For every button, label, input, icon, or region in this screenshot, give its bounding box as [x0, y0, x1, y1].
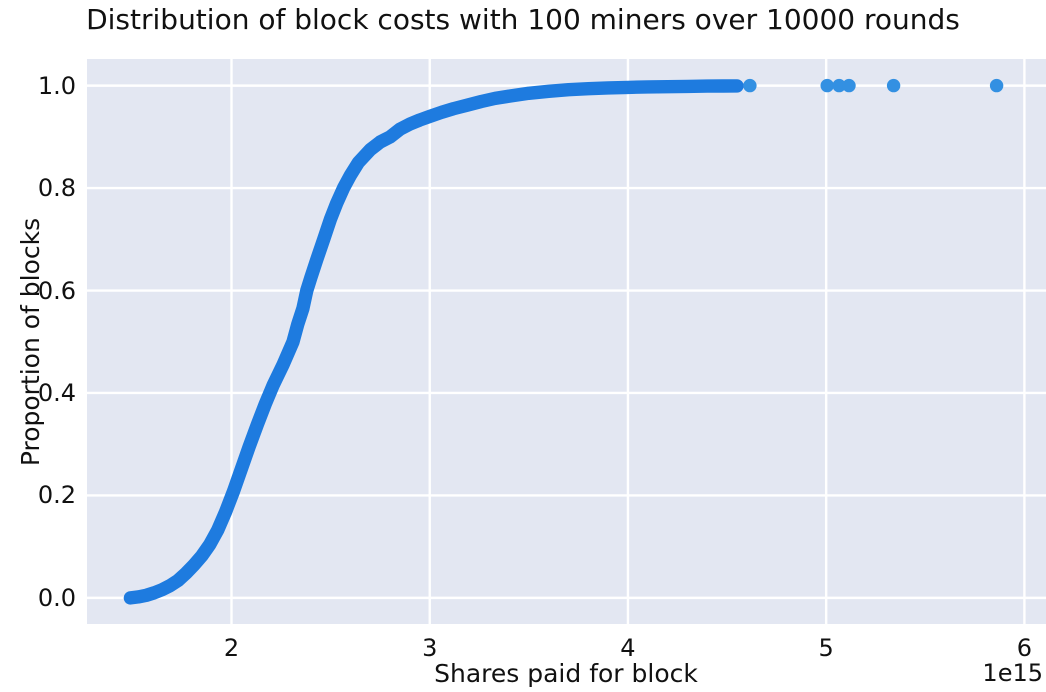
y-axis-label: Proportion of blocks: [16, 217, 45, 467]
scatter-point: [820, 78, 834, 93]
y-tick-label: 0.2: [37, 481, 76, 510]
chart-title: Distribution of block costs with 100 min…: [86, 3, 960, 36]
axes-background: [87, 59, 1046, 624]
scatter-point: [832, 78, 846, 93]
y-tick-label: 0.4: [37, 378, 76, 407]
scatter-point: [842, 78, 856, 93]
y-tick-label: 0.0: [37, 583, 76, 612]
x-tick-label: 6: [1016, 634, 1033, 662]
scatter-point: [886, 78, 901, 93]
x-axis-label: Shares paid for block: [434, 659, 698, 688]
scatter-point: [743, 78, 757, 93]
y-tick-label: 1.0: [37, 71, 76, 100]
y-tick-label: 0.6: [37, 276, 76, 305]
ecdf-curve: [123, 79, 744, 605]
y-tick-label: 0.8: [37, 174, 76, 203]
x-tick-label: 3: [422, 634, 438, 662]
x-tick-label: 5: [818, 634, 834, 662]
x-axis-offset-text: 1e15: [982, 659, 1043, 687]
x-tick-label: 4: [620, 634, 636, 662]
scatter-point: [989, 78, 1004, 93]
x-tick-label: 2: [223, 634, 240, 662]
